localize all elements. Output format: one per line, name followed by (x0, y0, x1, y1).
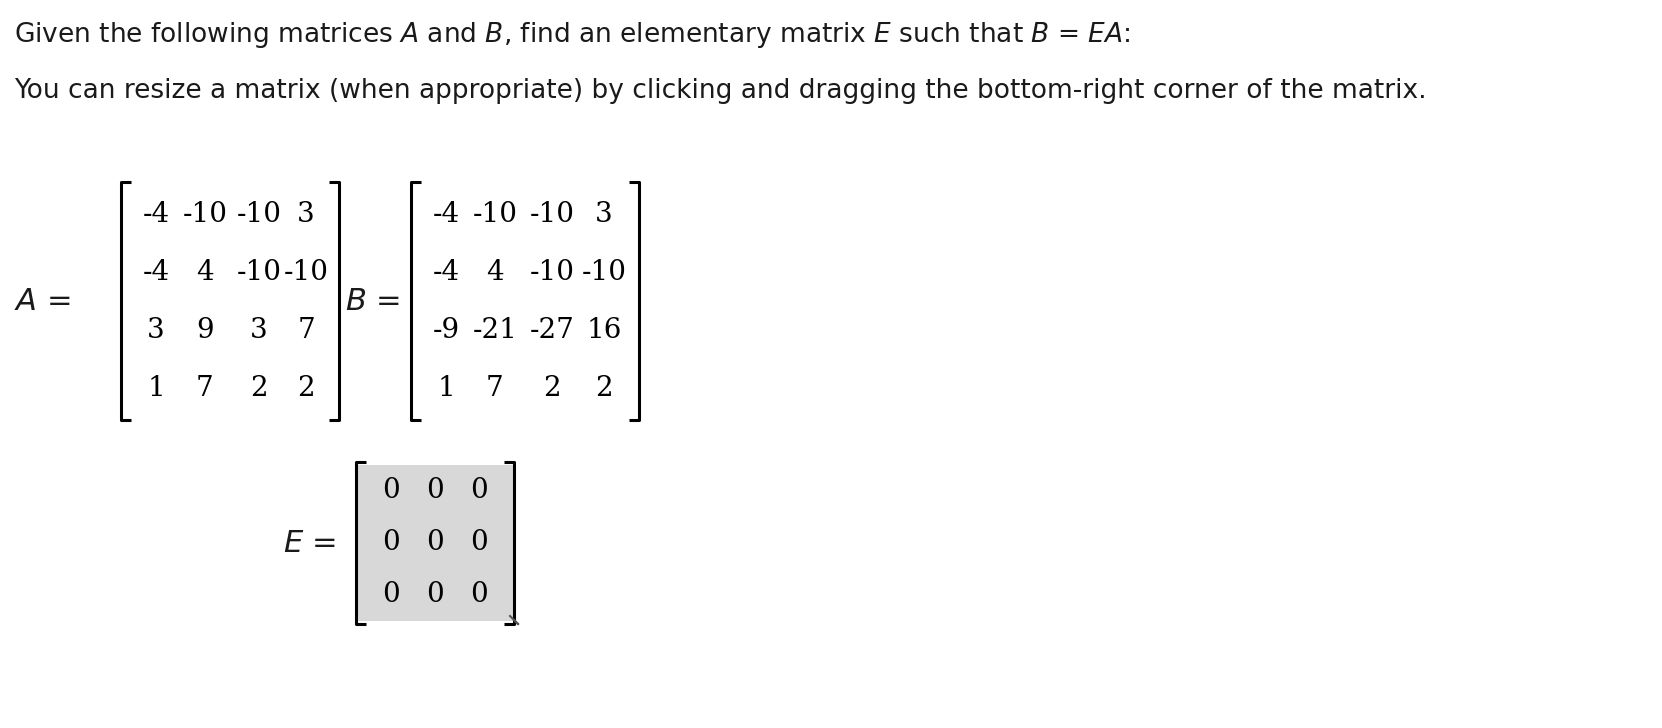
Text: -10: -10 (530, 258, 575, 285)
Text: -10: -10 (582, 258, 627, 285)
Text: 3: 3 (148, 317, 165, 344)
Text: 0: 0 (425, 478, 444, 505)
Text: 3: 3 (595, 200, 613, 227)
Text: 4: 4 (487, 258, 504, 285)
Text: -21: -21 (472, 317, 517, 344)
Text: -27: -27 (530, 317, 575, 344)
Text: 2: 2 (543, 374, 560, 402)
Text: 2: 2 (595, 374, 613, 402)
Text: -10: -10 (183, 200, 228, 227)
Text: 0: 0 (425, 582, 444, 609)
Text: 9: 9 (196, 317, 214, 344)
Text: 4: 4 (196, 258, 214, 285)
Text: -4: -4 (432, 258, 460, 285)
Text: 0: 0 (470, 529, 489, 556)
Text: 1: 1 (437, 374, 455, 402)
Text: $\mathit{B}$ =: $\mathit{B}$ = (346, 287, 401, 315)
Text: 0: 0 (470, 582, 489, 609)
Text: $\mathit{A}$ =: $\mathit{A}$ = (13, 287, 70, 315)
Text: 0: 0 (382, 478, 401, 505)
Text: -4: -4 (143, 200, 170, 227)
Text: 0: 0 (425, 529, 444, 556)
Text: 0: 0 (470, 478, 489, 505)
Text: 1: 1 (148, 374, 165, 402)
Text: 7: 7 (485, 374, 504, 402)
Text: -4: -4 (432, 200, 460, 227)
Text: 7: 7 (196, 374, 214, 402)
Text: 2: 2 (251, 374, 268, 402)
Text: 0: 0 (382, 582, 401, 609)
Text: $\mathit{E}$ =: $\mathit{E}$ = (283, 529, 336, 558)
Text: -4: -4 (143, 258, 170, 285)
FancyBboxPatch shape (357, 465, 514, 621)
Text: -10: -10 (284, 258, 329, 285)
Text: -10: -10 (236, 200, 281, 227)
Text: 0: 0 (382, 529, 401, 556)
Text: -9: -9 (432, 317, 460, 344)
Text: -10: -10 (472, 200, 517, 227)
Text: 7: 7 (297, 317, 314, 344)
Text: 3: 3 (297, 200, 314, 227)
Text: 3: 3 (251, 317, 268, 344)
Text: 16: 16 (587, 317, 622, 344)
Text: 2: 2 (297, 374, 314, 402)
Text: You can resize a matrix (when appropriate) by clicking and dragging the bottom-r: You can resize a matrix (when appropriat… (13, 78, 1426, 104)
Text: -10: -10 (530, 200, 575, 227)
Text: -10: -10 (236, 258, 281, 285)
Text: Given the following matrices $\mathit{A}$ and $\mathit{B}$, find an elementary m: Given the following matrices $\mathit{A}… (13, 20, 1130, 50)
